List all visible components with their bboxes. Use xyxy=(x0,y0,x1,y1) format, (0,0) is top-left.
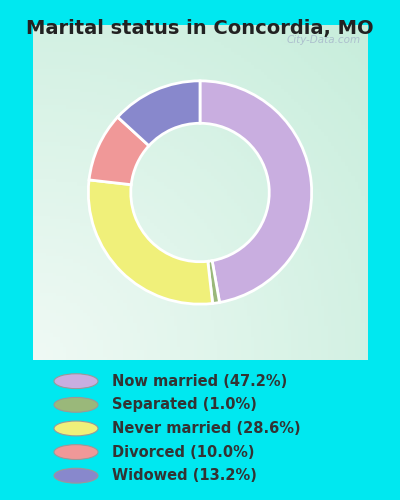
Circle shape xyxy=(54,421,98,436)
Text: Divorced (10.0%): Divorced (10.0%) xyxy=(112,444,254,460)
Wedge shape xyxy=(200,81,312,302)
Text: City-Data.com: City-Data.com xyxy=(287,35,361,45)
Wedge shape xyxy=(88,180,213,304)
Text: Marital status in Concordia, MO: Marital status in Concordia, MO xyxy=(26,19,374,38)
Circle shape xyxy=(54,444,98,460)
Circle shape xyxy=(54,468,98,483)
Circle shape xyxy=(54,374,98,388)
Text: Never married (28.6%): Never married (28.6%) xyxy=(112,421,301,436)
Wedge shape xyxy=(208,260,220,304)
Text: Now married (47.2%): Now married (47.2%) xyxy=(112,374,287,388)
Text: Separated (1.0%): Separated (1.0%) xyxy=(112,398,257,412)
Wedge shape xyxy=(89,117,149,184)
Circle shape xyxy=(54,398,98,412)
Wedge shape xyxy=(118,81,200,146)
Text: Widowed (13.2%): Widowed (13.2%) xyxy=(112,468,257,483)
